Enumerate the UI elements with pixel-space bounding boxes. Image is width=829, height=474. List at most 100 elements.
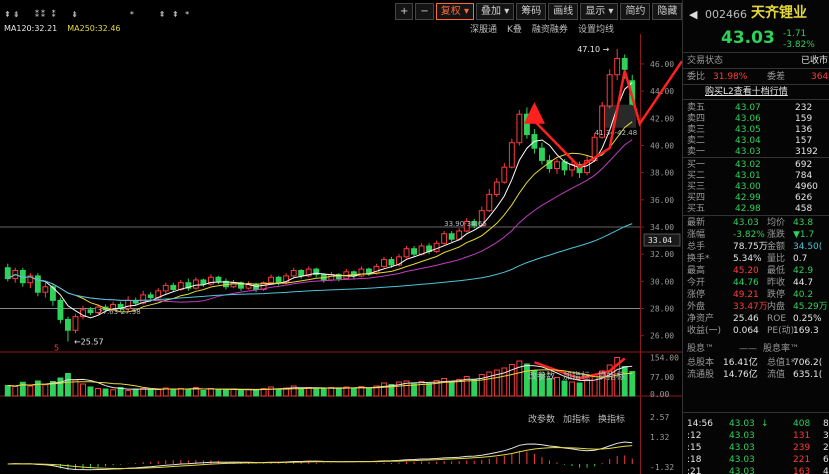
y-tick-label: 42.00 [650, 114, 674, 123]
chips-button[interactable]: 筹码 [516, 3, 547, 20]
dividend-row: 股息™ —— 股息率™ [683, 343, 829, 355]
bid-row: 买二 43.01 784 [683, 170, 829, 182]
stat-row: 外盘 33.47万 内盘 45.29万 [683, 301, 829, 313]
change-params-button[interactable]: 改参数 [528, 372, 556, 382]
order-ratio-row: 委比 31.98% 委差 364 [683, 71, 829, 83]
current-price-tag [643, 233, 681, 247]
volume-bar [19, 381, 26, 397]
display-label: 显示 [585, 6, 606, 17]
tick-price: 43.03 [729, 467, 755, 474]
l2-link[interactable]: 购买L2查看十档行情 [705, 87, 788, 97]
volume-bar [531, 370, 538, 397]
zoom-in-button[interactable]: + [395, 3, 414, 20]
ask-row: 卖四 43.06 159 [683, 113, 829, 125]
candle-up [207, 276, 214, 285]
stock-header: ◀ 002466 天齐锂业 [683, 6, 829, 22]
volume-bar [57, 377, 64, 397]
bid-price: 43.02 [735, 160, 761, 170]
ask-volume: 157 [795, 136, 813, 146]
candle-down [4, 267, 11, 280]
ask-price: 43.06 [735, 114, 761, 124]
draw-line-button[interactable]: 画线 [548, 3, 579, 20]
ask-volume: 232 [795, 103, 813, 113]
candle-down [170, 284, 177, 290]
stat-label: PE(动) [767, 326, 795, 336]
candle-up [441, 233, 448, 244]
dividend-value: —— [739, 344, 757, 354]
candle-down [298, 269, 305, 277]
margin-trading-link[interactable]: 融资融券 [531, 25, 568, 35]
ask-row: 卖五 43.07 232 [683, 102, 829, 114]
stat-value: 78.75万 [733, 242, 768, 252]
kline-chart[interactable]: 46.0044.0042.0040.0038.0036.0034.0032.00… [0, 34, 682, 474]
volume-bar [403, 380, 410, 397]
stat-row: 收益(一) 0.064 PE(动) 169.3 [683, 325, 829, 337]
stat-row: 净资产 25.46 ROE 0.25% [683, 313, 829, 325]
display-dropdown[interactable]: 显示 ▾ [580, 3, 619, 20]
last-price: 43.03 [721, 28, 775, 48]
volume-bar [350, 387, 357, 397]
switch-indicator-button[interactable]: 换指标 [598, 415, 626, 425]
stat-value: 169.3 [793, 326, 819, 336]
ask-level-label: 卖四 [687, 114, 706, 124]
volume-bar [471, 379, 478, 397]
volume-bar [614, 357, 621, 397]
candle-down [215, 276, 222, 282]
order-diff-value: 364 [811, 72, 829, 82]
candle-up [95, 306, 101, 314]
candle-up [569, 163, 575, 171]
candle-down [185, 282, 192, 289]
overlay-dropdown[interactable]: 叠加 ▾ [476, 3, 515, 20]
ask-level-label: 卖三 [687, 125, 706, 135]
capital-row: 流通股 14.76亿 流值 635.1( [683, 369, 829, 381]
ask-level-label: 卖五 [687, 103, 706, 113]
volume-bar [162, 387, 169, 397]
simple-mode-button[interactable]: 简约 [620, 3, 651, 20]
volume-bar [177, 388, 184, 397]
candle-up [245, 283, 252, 289]
y-tick-label: 32.00 [650, 250, 674, 259]
change-params-button[interactable]: 改参数 [528, 415, 556, 425]
stat-value: 33.47万 [733, 302, 768, 312]
volume-bar [125, 390, 132, 397]
volume-bar [388, 384, 395, 397]
tick-extra: 4 [823, 467, 829, 474]
add-indicator-button[interactable]: 加指标 [563, 372, 591, 382]
macd-tick-label: 1.32 [650, 433, 669, 442]
trade-status-value: 已收市 [801, 56, 829, 66]
y-tick-label: 40.00 [650, 141, 674, 150]
k-compare-link[interactable]: K叠 [507, 25, 522, 35]
tick-row: :18 43.03 221 6 [683, 454, 829, 466]
capital-value: 706.2( [793, 358, 823, 368]
stat-label: 量比 [767, 254, 786, 264]
range-label: 33.90-34.66 [444, 220, 487, 228]
ask-price: 43.05 [735, 125, 761, 135]
volume-bar [49, 381, 56, 397]
zoom-out-button[interactable]: − [415, 3, 434, 20]
switch-indicator-button[interactable]: 换指标 [598, 372, 626, 382]
tick-price: 43.03 [729, 443, 755, 453]
bid-level-label: 买四 [687, 193, 706, 203]
volume-bar [185, 389, 192, 397]
event-markers-row: ⇞⇟ ⁑⁑ ⁑ ⇟ * ⇞ ⇞ * [4, 10, 192, 19]
ma-settings-link[interactable]: 设置均线 [577, 25, 614, 35]
hide-button[interactable]: 隐藏 [652, 3, 683, 20]
volume-bar [554, 377, 560, 397]
stat-value: 42.9 [793, 266, 814, 276]
add-indicator-button[interactable]: 加指标 [563, 415, 591, 425]
y-tick-label: 46.00 [650, 60, 674, 69]
stat-label: 最新 [687, 218, 706, 228]
adjust-price-dropdown[interactable]: 复权 ▾ [435, 3, 474, 20]
stat-row: 最高 45.20 最低 42.9 [683, 265, 829, 277]
deep-channel-link[interactable]: 深服通 [470, 25, 498, 35]
candle-up [501, 166, 508, 183]
bid-row: 买一 43.02 692 [683, 159, 829, 171]
chevron-down-icon: ▾ [463, 6, 469, 17]
volume-bar [493, 369, 500, 397]
volume-bar [373, 385, 380, 397]
volume-bar [411, 383, 417, 397]
stat-row: 总手 78.75万 金额 34.50( [683, 241, 829, 253]
volume-bar [381, 382, 387, 397]
stat-value: 43.03 [733, 218, 759, 228]
menu-icon[interactable]: ◀ [689, 8, 698, 21]
